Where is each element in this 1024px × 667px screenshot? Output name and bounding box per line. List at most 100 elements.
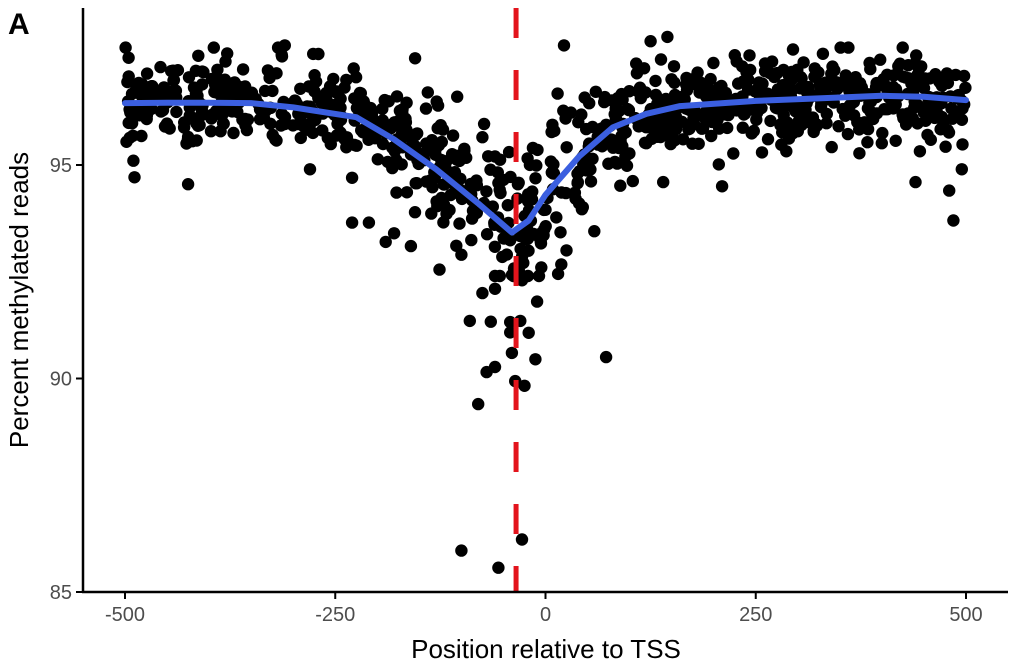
data-point — [649, 88, 663, 102]
data-point — [583, 97, 596, 110]
data-point — [343, 137, 357, 150]
data-point — [270, 67, 283, 80]
smooth-trend-line — [122, 92, 969, 236]
data-point — [476, 131, 489, 144]
data-point — [797, 56, 810, 69]
data-point — [502, 145, 516, 159]
data-point — [924, 133, 937, 146]
data-point — [946, 112, 959, 125]
data-point — [535, 227, 548, 240]
data-point — [526, 141, 540, 155]
data-point — [908, 101, 921, 114]
data-point — [693, 77, 706, 90]
x-tick-label: -250 — [315, 604, 355, 626]
data-point — [602, 134, 615, 148]
data-point — [119, 41, 132, 54]
data-point — [353, 102, 366, 115]
data-point — [408, 206, 422, 219]
data-point — [294, 82, 307, 96]
data-point — [955, 163, 968, 176]
data-point — [816, 47, 830, 60]
data-point — [659, 92, 673, 106]
data-point — [611, 157, 624, 170]
data-point — [125, 87, 139, 101]
data-point — [858, 116, 871, 129]
data-point — [219, 102, 232, 116]
x-tick-label: 500 — [949, 604, 982, 626]
data-point — [572, 197, 586, 210]
data-point — [712, 158, 725, 171]
data-point — [826, 76, 840, 90]
data-point — [472, 397, 485, 411]
data-point — [211, 63, 224, 76]
data-point — [135, 129, 148, 143]
data-point — [861, 136, 874, 149]
data-point — [572, 116, 585, 129]
data-point — [505, 346, 519, 360]
data-point — [465, 233, 478, 247]
data-point — [644, 35, 657, 48]
data-point — [943, 184, 956, 197]
data-point — [128, 171, 141, 184]
data-point — [776, 79, 789, 92]
data-point — [345, 171, 359, 184]
data-point — [881, 103, 894, 116]
data-point — [433, 263, 446, 276]
data-point — [550, 211, 563, 224]
data-point — [354, 87, 367, 100]
data-point — [349, 71, 363, 84]
data-point — [547, 167, 561, 180]
data-point — [557, 39, 571, 52]
data-point — [598, 95, 611, 109]
data-point — [728, 49, 741, 62]
data-point — [120, 135, 133, 148]
data-point — [476, 286, 489, 300]
data-point — [614, 179, 627, 192]
data-point — [446, 129, 460, 142]
data-point — [650, 122, 663, 135]
data-point — [275, 107, 288, 121]
data-point — [228, 76, 241, 89]
data-point — [947, 214, 960, 227]
data-point — [238, 112, 252, 126]
data-point — [154, 60, 167, 74]
data-point — [204, 125, 218, 138]
data-point — [612, 141, 626, 155]
data-point — [488, 269, 502, 283]
data-point — [847, 109, 861, 122]
data-point — [941, 76, 955, 90]
data-point — [928, 111, 941, 125]
data-point — [424, 174, 437, 187]
data-point — [493, 183, 506, 196]
data-point — [889, 134, 902, 147]
data-point — [190, 84, 203, 97]
data-point — [649, 74, 662, 88]
data-point — [453, 217, 466, 230]
data-point — [640, 137, 653, 150]
data-point — [887, 69, 900, 82]
data-point — [488, 360, 502, 374]
data-point — [192, 49, 205, 62]
data-point — [191, 119, 205, 132]
data-point — [872, 79, 886, 93]
data-point — [451, 90, 464, 103]
data-point — [465, 212, 479, 225]
data-point — [901, 111, 915, 125]
data-point — [504, 315, 517, 329]
data-point — [177, 121, 191, 134]
data-point — [789, 105, 802, 118]
data-point — [444, 188, 457, 202]
data-point — [127, 154, 140, 167]
data-point — [278, 39, 291, 52]
data-point — [825, 140, 838, 154]
data-point — [355, 124, 368, 137]
data-point — [763, 66, 776, 80]
data-point — [776, 126, 789, 139]
data-point — [518, 379, 531, 392]
smooth-trend-line-group — [122, 92, 969, 236]
data-point — [740, 66, 753, 79]
data-point — [667, 60, 681, 73]
data-point — [168, 84, 181, 97]
data-point — [526, 185, 539, 198]
